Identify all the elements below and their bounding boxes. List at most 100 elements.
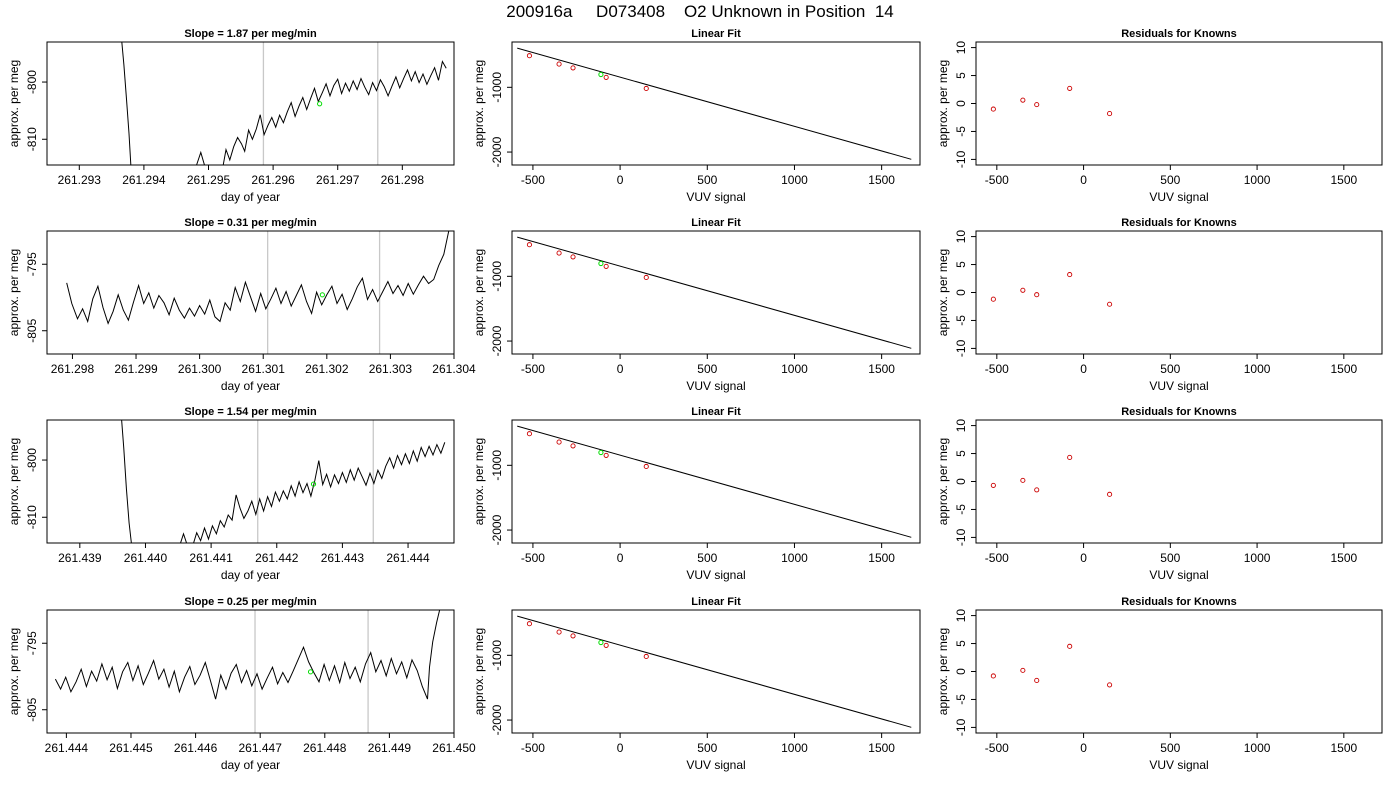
series-line xyxy=(121,42,447,165)
highlight-point xyxy=(598,639,604,646)
plot-area xyxy=(517,236,912,349)
y-tick-label: 5 xyxy=(954,640,968,647)
panel-title: Slope = 1.87 per meg/min xyxy=(184,28,317,40)
data-point xyxy=(603,263,609,269)
x-tick-label: -500 xyxy=(521,173,545,187)
plot-area xyxy=(121,42,447,165)
plot-area xyxy=(121,420,446,543)
x-tick-label: 500 xyxy=(697,551,717,565)
y-tick-label: -795 xyxy=(25,252,39,276)
fit-line xyxy=(517,425,912,538)
x-axis-label: day of year xyxy=(221,758,280,772)
x-tick-label: 261.450 xyxy=(432,741,476,755)
highlight-point xyxy=(598,71,604,78)
x-axis-label: VUV signal xyxy=(686,758,745,772)
y-axis-label: approx. per meg xyxy=(936,249,950,336)
data-point xyxy=(603,452,609,458)
x-tick-label: 261.298 xyxy=(381,173,425,187)
x-tick-label: 261.303 xyxy=(369,362,413,376)
x-tick-label: 261.299 xyxy=(114,362,158,376)
page-title: 200916a D073408 O2 Unknown in Position 1… xyxy=(506,2,894,21)
x-tick-label: 0 xyxy=(1080,362,1087,376)
panel-title: Slope = 0.25 per meg/min xyxy=(184,596,317,608)
plot-area xyxy=(66,231,450,325)
panel-row4-linear-fit: Linear Fit -500 0 500 1000 1500 -1000 -2000 VUV … xyxy=(472,596,921,772)
y-tick-label: 0 xyxy=(954,478,968,485)
panel-row1-linear-fit: Linear Fit -500 0 500 1000 1500 -1000 -2000 VUV … xyxy=(472,28,921,204)
x-tick-label: 261.448 xyxy=(303,741,347,755)
plot-area xyxy=(517,425,912,538)
panel-row4-timeseries: Slope = 0.25 per meg/min 261.444 261.445 26… xyxy=(7,596,476,772)
panel-row2-linear-fit: Linear Fit -500 0 500 1000 1500 -1000 -2000 VUV … xyxy=(472,217,921,393)
data-point xyxy=(1034,677,1040,683)
x-tick-label: 1000 xyxy=(781,173,808,187)
y-tick-label: -2000 xyxy=(490,325,504,356)
y-tick-label: -810 xyxy=(25,505,39,529)
panel-row2-timeseries: Slope = 0.31 per meg/min 261.298 261.299 26… xyxy=(7,217,476,393)
data-point xyxy=(570,633,576,639)
x-axis-label: day of year xyxy=(221,379,280,393)
fit-line xyxy=(517,47,912,160)
fit-line xyxy=(517,615,912,728)
x-tick-label: -500 xyxy=(521,741,545,755)
x-tick-label: 261.443 xyxy=(321,551,365,565)
x-tick-label: 261.296 xyxy=(251,173,295,187)
x-tick-label: 500 xyxy=(697,173,717,187)
data-point xyxy=(526,53,532,59)
x-tick-label: -500 xyxy=(985,173,1009,187)
data-point xyxy=(643,463,649,470)
x-tick-label: 1000 xyxy=(781,362,808,376)
data-point xyxy=(990,296,996,302)
data-point xyxy=(570,254,576,260)
data-point xyxy=(556,250,562,256)
x-tick-label: 0 xyxy=(617,741,624,755)
data-point xyxy=(1020,667,1026,673)
data-point xyxy=(1020,287,1026,293)
x-tick-label: 500 xyxy=(697,362,717,376)
x-tick-label: 1000 xyxy=(1244,362,1271,376)
x-tick-label: 261.298 xyxy=(51,362,95,376)
highlight-point xyxy=(310,481,317,487)
data-point xyxy=(990,673,996,679)
x-tick-label: 500 xyxy=(1160,551,1180,565)
x-tick-label: 1500 xyxy=(1330,362,1357,376)
plot-area xyxy=(517,615,912,728)
y-tick-label: 5 xyxy=(954,261,968,268)
data-point xyxy=(1107,491,1113,497)
plot-area xyxy=(990,85,1113,117)
x-tick-label: 261.444 xyxy=(386,551,430,565)
plot-frame xyxy=(511,41,921,166)
plot-frame xyxy=(511,230,921,355)
x-axis-label: VUV signal xyxy=(1149,379,1208,393)
data-point xyxy=(556,629,562,635)
x-tick-label: 1500 xyxy=(868,362,895,376)
x-tick-label: 0 xyxy=(1080,741,1087,755)
data-point xyxy=(526,621,532,627)
panel-row2-residuals: Residuals for Knowns -500 0 500 1000 1500 10 5 0… xyxy=(936,217,1383,393)
x-tick-label: 261.293 xyxy=(58,173,102,187)
data-point xyxy=(556,61,562,67)
x-tick-label: 261.445 xyxy=(109,741,153,755)
data-point xyxy=(1067,272,1073,278)
plot-frame xyxy=(46,419,455,544)
data-point xyxy=(1067,454,1073,461)
x-tick-label: 500 xyxy=(697,741,717,755)
plot-frame xyxy=(46,41,455,166)
panel-title: Residuals for Knowns xyxy=(1121,406,1237,418)
data-point xyxy=(603,642,609,648)
x-tick-label: 500 xyxy=(1160,173,1180,187)
data-point xyxy=(570,443,576,449)
y-tick-label: -5 xyxy=(954,126,968,137)
y-tick-label: -800 xyxy=(25,448,39,472)
data-point xyxy=(1034,292,1040,298)
x-tick-label: 1000 xyxy=(781,741,808,755)
y-tick-label: 10 xyxy=(954,230,968,244)
x-tick-label: -500 xyxy=(521,551,545,565)
y-tick-label: 5 xyxy=(954,72,968,79)
series-line xyxy=(121,420,446,543)
panel-title: Residuals for Knowns xyxy=(1121,28,1237,40)
x-tick-label: 1000 xyxy=(1244,741,1271,755)
data-point xyxy=(1034,102,1040,108)
y-tick-label: -1000 xyxy=(490,640,504,671)
x-tick-label: 261.447 xyxy=(238,741,282,755)
